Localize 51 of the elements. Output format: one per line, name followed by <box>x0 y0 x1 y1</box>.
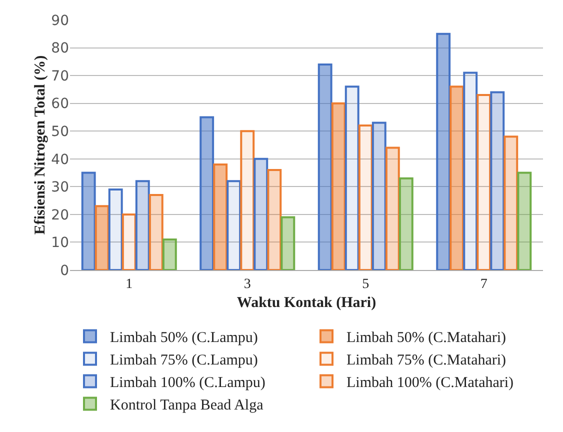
legend-label: Limbah 100% (C.Lampu) <box>110 375 266 392</box>
y-tick-label: 60 <box>51 96 69 112</box>
bar <box>267 169 282 270</box>
bar <box>344 86 360 270</box>
y-tick-label: 90 <box>51 12 69 29</box>
bar <box>226 180 242 270</box>
legend-label: Limbah 50% (C.Matahari) <box>346 330 506 346</box>
bar <box>398 177 414 270</box>
legend-label: Kontrol Tanpa Bead Alga <box>110 398 264 414</box>
x-tick-label: 7 <box>480 276 488 292</box>
y-axis-title: Efisiensi Nitrogen Total (%) <box>32 55 48 235</box>
y-tick-label: 20 <box>51 207 69 224</box>
bar <box>331 102 346 270</box>
y-tick-label: 0 <box>60 262 69 279</box>
bar <box>436 32 451 270</box>
bar <box>213 163 228 270</box>
bar <box>504 136 518 270</box>
bar <box>517 172 532 270</box>
y-tick-label: 50 <box>51 124 69 140</box>
bar <box>94 205 110 270</box>
bar <box>108 188 123 270</box>
y-tick-label: 10 <box>51 235 69 252</box>
bar <box>318 63 332 270</box>
legend-label: Limbah 75% (C.Matahari) <box>346 352 506 369</box>
x-tick-label: 5 <box>362 276 370 292</box>
bar <box>358 124 373 270</box>
bar <box>254 158 268 270</box>
bar <box>148 194 164 270</box>
legend-label: Limbah 75% (C.Lampu) <box>110 352 258 369</box>
bar <box>280 216 296 270</box>
bar <box>200 116 214 270</box>
bar <box>135 180 150 270</box>
bar <box>463 72 478 270</box>
legend-label: Limbah 100% (C.Matahari) <box>346 375 514 392</box>
y-tick-label: 30 <box>51 180 69 196</box>
bar <box>81 172 96 270</box>
bar <box>490 91 505 270</box>
bar <box>372 122 386 270</box>
bar <box>450 86 464 270</box>
legend-label: Limbah 50% (C.Lampu) <box>110 330 258 346</box>
bar <box>240 130 255 270</box>
bar <box>476 94 492 270</box>
x-tick-label: 1 <box>126 276 133 292</box>
y-tick-label: 40 <box>51 152 69 168</box>
bar <box>122 213 136 270</box>
y-tick-label: 80 <box>51 40 69 57</box>
x-tick-label: 3 <box>244 276 251 292</box>
bar <box>162 238 177 270</box>
x-axis-title: Waktu Kontak (Hari) <box>236 294 376 311</box>
y-tick-label: 70 <box>51 68 69 84</box>
bar <box>385 146 400 270</box>
